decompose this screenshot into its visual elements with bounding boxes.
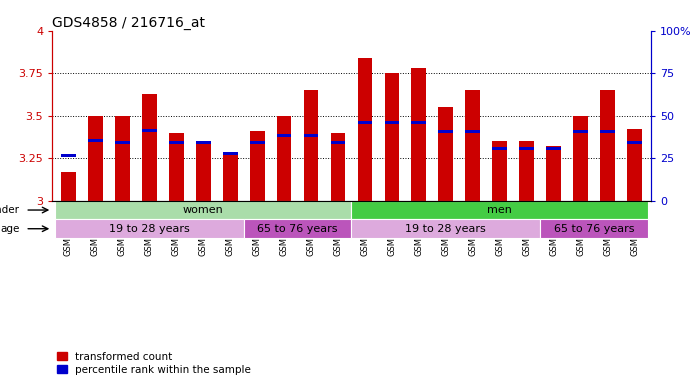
Text: men: men	[487, 205, 512, 215]
Bar	[331, 133, 345, 201]
Bar	[276, 116, 292, 201]
Bar	[244, 219, 351, 238]
Bar	[169, 133, 184, 201]
Bar	[574, 116, 588, 201]
Bar	[466, 130, 480, 133]
Bar	[115, 116, 129, 201]
Bar	[358, 121, 372, 124]
Bar	[546, 146, 561, 201]
Bar	[169, 141, 184, 144]
Bar	[384, 73, 400, 201]
Bar	[540, 219, 648, 238]
Bar	[250, 131, 264, 201]
Bar	[303, 90, 319, 201]
Bar	[627, 141, 642, 144]
Bar	[546, 147, 561, 151]
Bar	[519, 147, 534, 151]
Bar	[351, 201, 648, 219]
Text: GDS4858 / 216716_at: GDS4858 / 216716_at	[52, 16, 205, 30]
Bar	[600, 130, 615, 133]
Bar	[55, 201, 351, 219]
Bar	[250, 141, 264, 144]
Text: 19 to 28 years: 19 to 28 years	[109, 224, 189, 234]
Text: age: age	[0, 224, 19, 234]
Bar	[411, 121, 426, 124]
Bar	[627, 129, 642, 201]
Legend: transformed count, percentile rank within the sample: transformed count, percentile rank withi…	[57, 352, 251, 375]
Bar	[61, 172, 76, 201]
Bar	[600, 90, 615, 201]
Bar	[331, 141, 345, 144]
Bar	[88, 116, 103, 201]
Text: women: women	[183, 205, 223, 215]
Bar	[276, 134, 292, 137]
Bar	[384, 121, 400, 124]
Bar	[196, 141, 211, 144]
Bar	[61, 154, 76, 157]
Text: gender: gender	[0, 205, 19, 215]
Text: 65 to 76 years: 65 to 76 years	[258, 224, 338, 234]
Bar	[358, 58, 372, 201]
Text: 19 to 28 years: 19 to 28 years	[406, 224, 487, 234]
Bar	[519, 141, 534, 201]
Bar	[142, 129, 157, 132]
Bar	[303, 134, 319, 137]
Bar	[411, 68, 426, 201]
Bar	[438, 107, 453, 201]
Bar	[351, 219, 540, 238]
Bar	[142, 94, 157, 201]
Bar	[55, 219, 244, 238]
Bar	[574, 130, 588, 133]
Bar	[438, 130, 453, 133]
Bar	[492, 147, 507, 151]
Bar	[492, 141, 507, 201]
Bar	[196, 141, 211, 201]
Bar	[115, 141, 129, 144]
Bar	[223, 152, 237, 156]
Text: 65 to 76 years: 65 to 76 years	[554, 224, 634, 234]
Bar	[88, 139, 103, 142]
Bar	[223, 155, 237, 201]
Bar	[466, 90, 480, 201]
